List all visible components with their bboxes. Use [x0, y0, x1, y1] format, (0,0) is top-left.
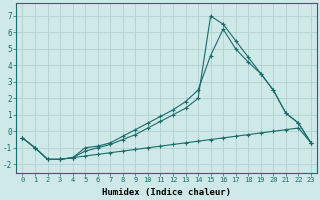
- X-axis label: Humidex (Indice chaleur): Humidex (Indice chaleur): [102, 188, 231, 197]
